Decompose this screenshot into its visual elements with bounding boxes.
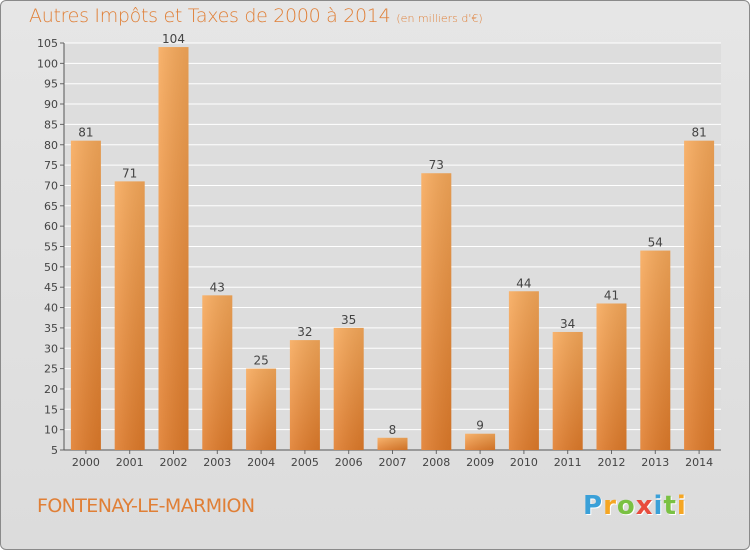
x-tick-label-2008: 2008 — [422, 456, 450, 469]
logo-letter: r — [603, 491, 617, 521]
y-tick-label: 30 — [44, 342, 58, 355]
bar-shade-2005 — [289, 340, 320, 450]
bar-shade-2010 — [508, 291, 539, 450]
x-tick-label-2010: 2010 — [510, 456, 538, 469]
logo-letter: i — [676, 491, 687, 521]
data-label-2013: 54 — [648, 236, 663, 250]
logo-letter: o — [616, 491, 636, 521]
y-tick-label: 95 — [44, 78, 58, 91]
y-tick-label: 25 — [44, 363, 58, 376]
bar-shade-2001 — [114, 181, 145, 450]
x-tick-label-2011: 2011 — [554, 456, 582, 469]
x-tick-label-2009: 2009 — [466, 456, 494, 469]
y-tick-label: 80 — [44, 139, 58, 152]
data-label-2012: 41 — [604, 288, 619, 302]
data-labels: 81 71 104 43 25 32 35 8 73 9 44 34 41 54 81 — [78, 32, 706, 437]
bar-shade-2004 — [246, 368, 277, 450]
logo-letter: i — [653, 491, 664, 521]
x-tick-label-2004: 2004 — [247, 456, 275, 469]
data-label-2003: 43 — [210, 280, 225, 294]
chart-title: Autres Impôts et Taxes de 2000 à 2014 (en… — [29, 5, 483, 27]
y-tick-label: 100 — [37, 57, 58, 70]
data-label-2004: 25 — [253, 354, 268, 368]
y-tick-label: 60 — [44, 220, 58, 233]
commune-name: FONTENAY-LE-MARMION — [37, 495, 255, 517]
bar-shade-2007 — [377, 437, 408, 450]
y-tick-label: 50 — [44, 261, 58, 274]
bar-shade-2008 — [421, 173, 452, 451]
data-label-2009: 9 — [476, 419, 484, 433]
proxiti-logo[interactable]: Proxiti — [583, 491, 687, 521]
data-label-2005: 32 — [297, 325, 312, 339]
y-tick-labels: 5 10 15 20 25 30 35 40 45 50 55 60 65 70 75 80 85 90 95 100… — [37, 37, 58, 457]
data-label-2007: 8 — [389, 423, 397, 437]
x-tick-label-2005: 2005 — [291, 456, 319, 469]
y-tick-label: 65 — [44, 200, 58, 213]
data-label-2010: 44 — [516, 276, 531, 290]
bar-shade-2009 — [465, 433, 496, 450]
y-tick-label: 5 — [51, 444, 58, 457]
bar-shade-2013 — [640, 250, 671, 450]
y-tick-label: 45 — [44, 281, 58, 294]
bar-shade-2012 — [596, 303, 627, 450]
data-label-2001: 71 — [122, 166, 137, 180]
data-label-2006: 35 — [341, 313, 356, 327]
y-tick-label: 10 — [44, 424, 58, 437]
data-label-2002: 104 — [162, 32, 185, 46]
bars — [70, 47, 715, 451]
x-tick-label-2013: 2013 — [641, 456, 669, 469]
data-label-2014: 81 — [691, 126, 706, 140]
y-tick-label: 70 — [44, 179, 58, 192]
bar-shade-2014 — [684, 140, 715, 450]
bar-shade-2003 — [202, 295, 233, 450]
data-label-2008: 73 — [429, 158, 444, 172]
x-tick-label-2003: 2003 — [203, 456, 231, 469]
bar-shade-2011 — [552, 331, 583, 450]
y-tick-label: 75 — [44, 159, 58, 172]
y-tick-label: 20 — [44, 383, 58, 396]
chart-subtitle: (en milliers d'€) — [396, 12, 483, 25]
bar-shade-2002 — [158, 47, 189, 450]
y-tick-label: 40 — [44, 302, 58, 315]
bar-shade-2000 — [70, 140, 101, 450]
chart-title-text: Autres Impôts et Taxes de 2000 à 2014 — [29, 5, 391, 27]
data-label-2000: 81 — [78, 126, 93, 140]
y-tick-label: 105 — [37, 37, 58, 50]
x-tick-labels: 2000 2001 2002 2003 2004 2005 2006 2007 2008 2009… — [72, 456, 713, 469]
logo-letter: P — [583, 491, 604, 521]
y-tick-label: 90 — [44, 98, 58, 111]
x-tick-label-2000: 2000 — [72, 456, 100, 469]
data-label-2011: 34 — [560, 317, 575, 331]
bar-shade-2006 — [333, 327, 364, 450]
x-tick-label-2014: 2014 — [685, 456, 713, 469]
x-tick-label-2001: 2001 — [116, 456, 144, 469]
x-tick-label-2002: 2002 — [160, 456, 188, 469]
y-tick-label: 35 — [44, 322, 58, 335]
logo-letter: t — [663, 491, 677, 521]
x-tick-label-2007: 2007 — [379, 456, 407, 469]
logo-letter: x — [635, 491, 654, 521]
x-tick-label-2006: 2006 — [335, 456, 363, 469]
y-tick-label: 85 — [44, 118, 58, 131]
y-tick-label: 55 — [44, 241, 58, 254]
x-tick-label-2012: 2012 — [598, 456, 626, 469]
y-tick-label: 15 — [44, 403, 58, 416]
